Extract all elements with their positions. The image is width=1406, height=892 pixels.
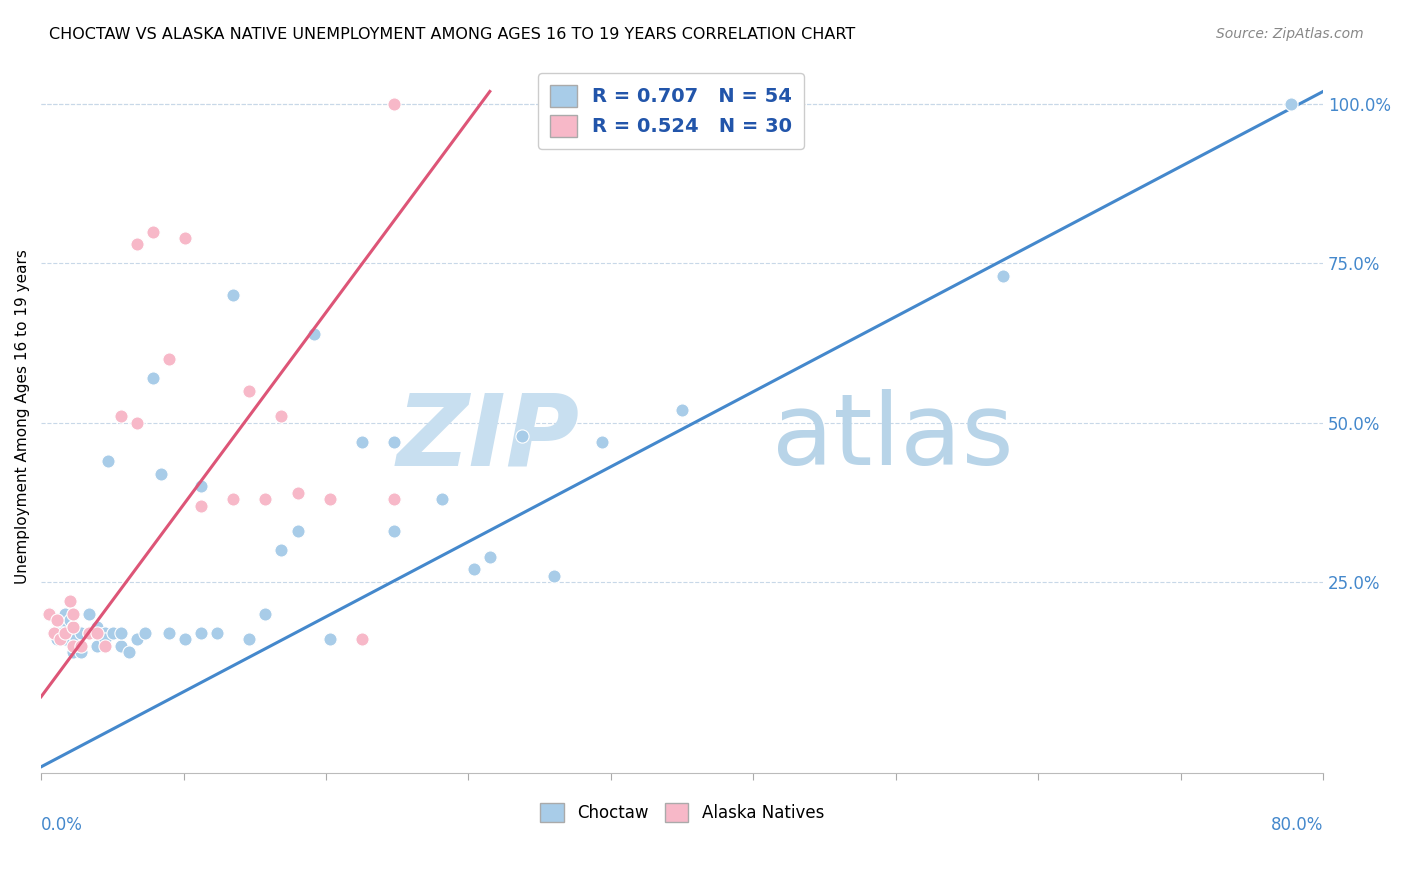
Point bbox=[270, 409, 292, 424]
Point bbox=[62, 645, 84, 659]
Point bbox=[510, 428, 533, 442]
Point bbox=[70, 626, 93, 640]
Point bbox=[59, 594, 82, 608]
Point bbox=[46, 632, 69, 647]
Point bbox=[382, 97, 405, 112]
Point bbox=[350, 632, 373, 647]
Point bbox=[53, 632, 76, 647]
Point bbox=[150, 467, 173, 481]
Point bbox=[94, 626, 117, 640]
Point bbox=[134, 626, 156, 640]
Point bbox=[42, 626, 65, 640]
Point bbox=[62, 620, 84, 634]
Point bbox=[53, 626, 76, 640]
Y-axis label: Unemployment Among Ages 16 to 19 years: Unemployment Among Ages 16 to 19 years bbox=[15, 249, 30, 584]
Point bbox=[86, 639, 108, 653]
Point bbox=[142, 225, 165, 239]
Point bbox=[77, 626, 100, 640]
Point bbox=[38, 607, 60, 621]
Point bbox=[543, 568, 565, 582]
Point bbox=[287, 524, 309, 538]
Point bbox=[254, 492, 277, 507]
Text: 80.0%: 80.0% bbox=[1271, 816, 1323, 834]
Point bbox=[382, 492, 405, 507]
Point bbox=[157, 352, 180, 367]
Point bbox=[591, 434, 613, 449]
Point bbox=[42, 626, 65, 640]
Point bbox=[190, 479, 212, 493]
Point bbox=[86, 626, 108, 640]
Point bbox=[318, 492, 340, 507]
Text: 0.0%: 0.0% bbox=[41, 816, 83, 834]
Point bbox=[207, 626, 229, 640]
Point bbox=[77, 626, 100, 640]
Text: CHOCTAW VS ALASKA NATIVE UNEMPLOYMENT AMONG AGES 16 TO 19 YEARS CORRELATION CHAR: CHOCTAW VS ALASKA NATIVE UNEMPLOYMENT AM… bbox=[49, 27, 855, 42]
Point bbox=[142, 371, 165, 385]
Point bbox=[382, 524, 405, 538]
Point bbox=[65, 632, 87, 647]
Point bbox=[53, 607, 76, 621]
Point bbox=[463, 562, 485, 576]
Point bbox=[38, 607, 60, 621]
Point bbox=[118, 645, 141, 659]
Point bbox=[70, 645, 93, 659]
Point bbox=[49, 620, 72, 634]
Point bbox=[59, 613, 82, 627]
Point bbox=[97, 454, 120, 468]
Point bbox=[46, 613, 69, 627]
Point bbox=[46, 613, 69, 627]
Point bbox=[254, 607, 277, 621]
Point bbox=[51, 626, 73, 640]
Point bbox=[62, 607, 84, 621]
Point bbox=[318, 632, 340, 647]
Point bbox=[70, 639, 93, 653]
Point bbox=[103, 626, 125, 640]
Point bbox=[110, 626, 132, 640]
Point bbox=[94, 632, 117, 647]
Point bbox=[49, 632, 72, 647]
Point bbox=[270, 543, 292, 558]
Point bbox=[174, 632, 197, 647]
Point bbox=[302, 326, 325, 341]
Point bbox=[430, 492, 453, 507]
Point bbox=[190, 626, 212, 640]
Point bbox=[350, 434, 373, 449]
Point bbox=[62, 639, 84, 653]
Point bbox=[222, 288, 245, 302]
Point bbox=[157, 626, 180, 640]
Point bbox=[478, 549, 501, 564]
Point bbox=[86, 620, 108, 634]
Point bbox=[62, 626, 84, 640]
Point bbox=[190, 499, 212, 513]
Point bbox=[238, 384, 260, 398]
Text: atlas: atlas bbox=[772, 389, 1014, 486]
Point bbox=[127, 237, 149, 252]
Point bbox=[382, 434, 405, 449]
Point bbox=[382, 492, 405, 507]
Point bbox=[127, 416, 149, 430]
Text: Source: ZipAtlas.com: Source: ZipAtlas.com bbox=[1216, 27, 1364, 41]
Point bbox=[238, 632, 260, 647]
Text: ZIP: ZIP bbox=[396, 389, 579, 486]
Point bbox=[287, 486, 309, 500]
Point bbox=[174, 231, 197, 245]
Point bbox=[127, 632, 149, 647]
Legend: Choctaw, Alaska Natives: Choctaw, Alaska Natives bbox=[533, 797, 831, 829]
Point bbox=[110, 639, 132, 653]
Point bbox=[671, 403, 693, 417]
Point bbox=[222, 492, 245, 507]
Point bbox=[77, 607, 100, 621]
Point bbox=[110, 409, 132, 424]
Point bbox=[991, 269, 1014, 284]
Point bbox=[62, 620, 84, 634]
Point bbox=[94, 639, 117, 653]
Point bbox=[1279, 97, 1302, 112]
